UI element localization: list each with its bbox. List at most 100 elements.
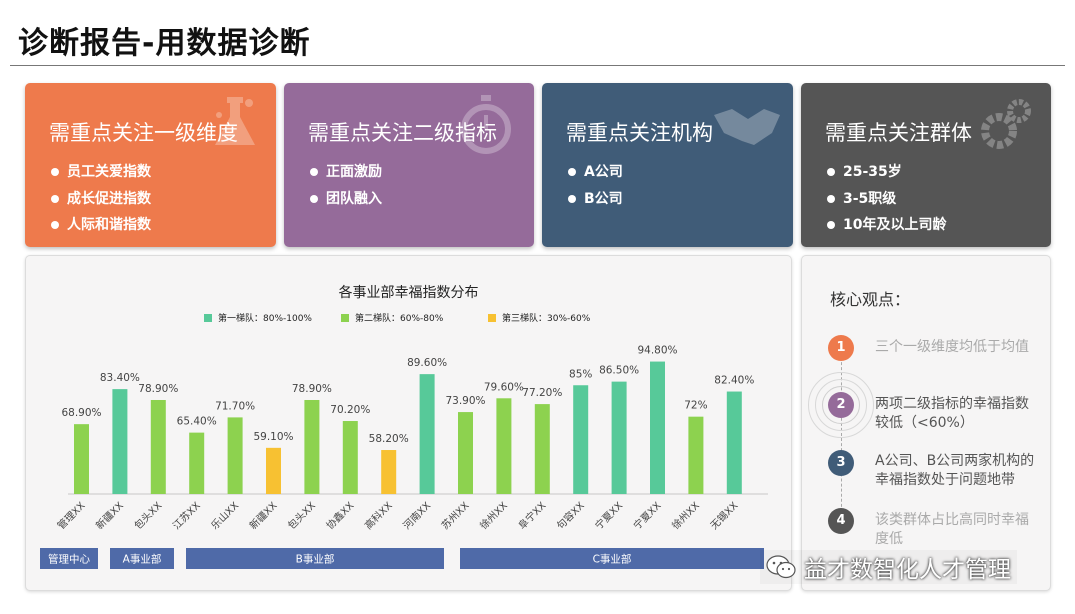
highlight-ring-inner — [822, 386, 860, 424]
data-label: 89.60% — [407, 357, 447, 369]
card-primary-dimension: 需重点关注一级维度 员工关爱指数 成长促进指数 人际和谐指数 — [25, 83, 276, 247]
core-point: 两项二级指标的幸福指数较低（<60%） — [875, 396, 1029, 431]
bar — [381, 450, 397, 494]
card-item: B公司 — [566, 186, 793, 213]
bar — [189, 432, 205, 494]
highlight-ring-mid — [815, 379, 867, 431]
card-title: 需重点关注二级指标 — [308, 121, 497, 145]
bar — [419, 374, 435, 494]
point-number: 4 — [828, 508, 854, 534]
core-point: 三个一级维度均低于均值 — [875, 339, 1029, 355]
core-point: 该类群体占比高同时幸福度低 — [875, 512, 1029, 547]
card-title: 需重点关注群体 — [825, 121, 972, 145]
tick-label: 管理XX — [55, 499, 88, 532]
group-band — [186, 548, 444, 569]
bar — [227, 417, 243, 494]
bar — [74, 424, 89, 494]
card-item: 员工关爱指数 — [49, 159, 276, 186]
tick-label: 宁夏XX — [592, 499, 625, 532]
tick-label: 包头XX — [285, 499, 318, 532]
legend-swatch — [341, 313, 349, 322]
bar — [266, 447, 281, 494]
bar — [534, 404, 550, 494]
card-item: 3-5职级 — [825, 186, 1051, 213]
core-point: A公司、B公司两家机构的幸福指数处于问题地带 — [875, 453, 1035, 488]
chart-title: 各事业部幸福指数分布 — [338, 285, 479, 301]
card-organization: 需重点关注机构 A公司 B公司 — [542, 83, 793, 247]
card-secondary-indicator: 需重点关注二级指标 正面激励 团队融入 — [284, 83, 534, 247]
tick-label: 阜宁XX — [515, 499, 548, 532]
point-number: 3 — [828, 450, 854, 476]
bar-chart: 68.90% 管理XX 83.40% 新疆XX 78.90% 包头XX 65.40% 江苏XX… — [40, 345, 768, 569]
tick-label: 徐州XX — [669, 499, 702, 532]
data-label: 85% — [569, 368, 592, 380]
card-group: 需重点关注群体 25-35岁 3-5职级 10年及以上司龄 — [801, 83, 1051, 247]
card-item: 成长促进指数 — [49, 186, 276, 213]
card-title: 需重点关注一级维度 — [49, 121, 238, 145]
tick-label: 乐山XX — [209, 500, 241, 532]
group-label: A事业部 — [123, 553, 162, 566]
chart-legend: 第一梯队：80%-100% 第二梯队：60%-80% 第三梯队：30%-60% — [26, 311, 791, 325]
bar — [726, 391, 742, 494]
group-band — [110, 548, 174, 569]
highlight-ring-outer — [808, 372, 874, 438]
tick-label: 句容XX — [554, 499, 587, 532]
bar — [573, 385, 589, 494]
legend-label: 第一梯队：80%-100% — [218, 314, 312, 324]
data-label: 73.90% — [445, 395, 485, 407]
data-label: 94.80% — [637, 345, 677, 357]
card-title: 需重点关注机构 — [566, 121, 713, 145]
card-item: 25-35岁 — [825, 159, 1051, 186]
data-label: 65.40% — [177, 416, 217, 428]
card-item: 正面激励 — [308, 159, 534, 186]
bar — [150, 399, 166, 494]
card-item: 团队融入 — [308, 186, 534, 213]
handshake-icon — [714, 109, 780, 145]
core-title: 核心观点： — [830, 290, 911, 309]
flask-icon — [215, 97, 255, 145]
bar — [611, 381, 627, 494]
legend-label: 第二梯队：60%-80% — [355, 314, 444, 324]
card-item: A公司 — [566, 159, 793, 186]
group-band — [460, 548, 764, 569]
legend-item-tier1: 第一梯队：80%-100% — [204, 311, 312, 324]
data-label: 82.40% — [714, 375, 754, 387]
chart-panel: 各事业部幸福指数分布 第一梯队：80%-100% 第二梯队：60%-80% 第三… — [25, 255, 792, 591]
tick-label: 宁夏XX — [631, 499, 664, 532]
tick-label: 无锡XX — [707, 499, 740, 532]
tick-label: 苏州XX — [439, 499, 472, 532]
tick-label: 高科XX — [362, 499, 395, 532]
watermark-text: 益才数智化人才管理 — [804, 557, 1011, 583]
bar — [688, 416, 704, 494]
group-label: 管理中心 — [48, 553, 90, 566]
data-label: 83.40% — [100, 372, 140, 384]
tick-label: 徐州XX — [477, 499, 510, 532]
card-item: 人际和谐指数 — [49, 212, 276, 239]
title-divider — [10, 65, 1065, 66]
data-label: 77.20% — [522, 387, 562, 399]
bar — [342, 421, 358, 494]
data-label: 71.70% — [215, 400, 255, 412]
tick-label: 江苏XX — [170, 499, 203, 532]
data-label: 72% — [684, 400, 707, 412]
card-item: 10年及以上司龄 — [825, 212, 1051, 239]
tick-label: 新疆XX — [93, 499, 126, 532]
legend-item-tier3: 第三梯队：30%-60% — [488, 311, 590, 324]
data-label: 70.20% — [330, 404, 370, 416]
data-label: 86.50% — [599, 365, 639, 377]
watermark: 益才数智化人才管理 — [760, 550, 1017, 584]
legend-swatch — [488, 313, 496, 322]
group-band — [40, 548, 98, 569]
legend-swatch — [204, 313, 212, 322]
data-label: 79.60% — [484, 381, 524, 393]
tick-label: 新疆XX — [247, 499, 280, 532]
tick-label: 包头XX — [131, 499, 164, 532]
data-label: 58.20% — [369, 433, 409, 445]
bar — [112, 389, 128, 494]
legend-item-tier2: 第二梯队：60%-80% — [341, 311, 443, 324]
data-label: 68.90% — [61, 407, 101, 419]
group-label: C事业部 — [593, 553, 632, 566]
tick-label: 河南XX — [400, 499, 433, 532]
point-number: 1 — [828, 335, 854, 361]
gears-icon — [981, 99, 1031, 149]
